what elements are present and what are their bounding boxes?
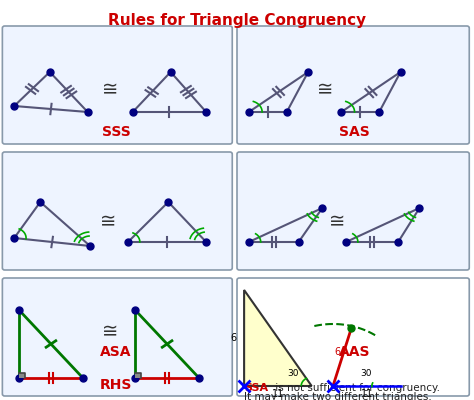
Text: 6: 6 xyxy=(231,333,237,343)
Text: SAS: SAS xyxy=(339,125,370,139)
Text: ≅: ≅ xyxy=(329,212,346,232)
Text: ≅: ≅ xyxy=(100,212,116,232)
Text: 30: 30 xyxy=(287,370,299,378)
FancyBboxPatch shape xyxy=(2,26,232,144)
Text: SSS: SSS xyxy=(102,125,130,139)
Text: ASA: ASA xyxy=(100,345,132,359)
Text: ≅: ≅ xyxy=(318,80,334,100)
Text: RHS: RHS xyxy=(100,378,132,392)
Polygon shape xyxy=(244,290,311,386)
Bar xyxy=(135,373,141,378)
Text: SSA: SSA xyxy=(244,383,268,393)
FancyBboxPatch shape xyxy=(2,278,232,396)
FancyBboxPatch shape xyxy=(237,278,469,396)
FancyBboxPatch shape xyxy=(237,26,469,144)
Text: 11: 11 xyxy=(361,389,373,399)
Bar xyxy=(19,373,25,378)
FancyBboxPatch shape xyxy=(2,152,232,270)
Text: AAS: AAS xyxy=(339,345,370,359)
Text: 11: 11 xyxy=(272,389,284,399)
Text: is not sufficient for congruency.: is not sufficient for congruency. xyxy=(272,383,439,393)
Text: 30: 30 xyxy=(360,370,372,378)
Text: It may make two different triangles.: It may make two different triangles. xyxy=(244,392,432,400)
Text: ≅: ≅ xyxy=(102,322,118,342)
Text: Rules for Triangle Congruency: Rules for Triangle Congruency xyxy=(108,13,366,28)
Text: 6: 6 xyxy=(335,347,341,357)
FancyBboxPatch shape xyxy=(237,152,469,270)
Text: ≅: ≅ xyxy=(102,80,118,100)
